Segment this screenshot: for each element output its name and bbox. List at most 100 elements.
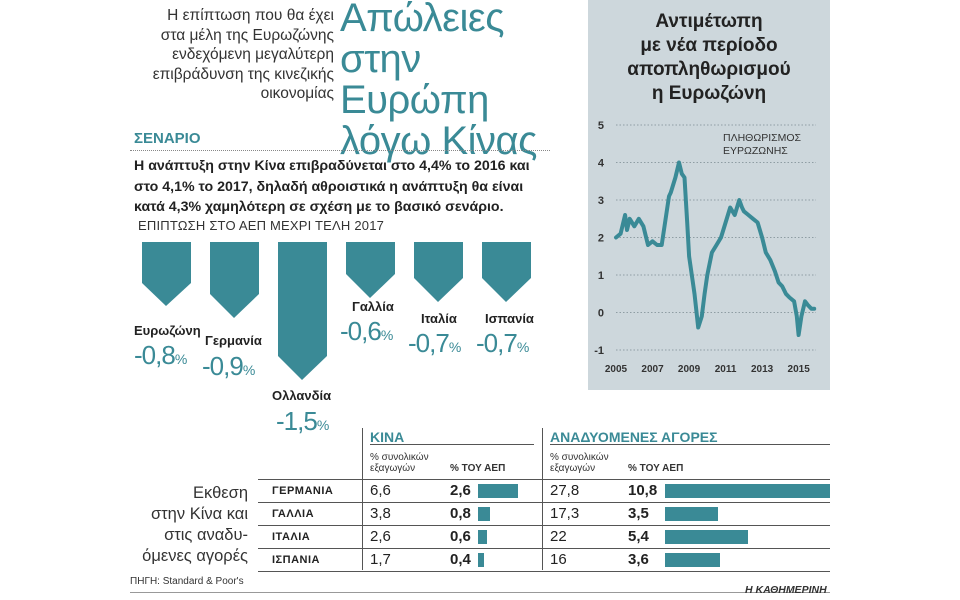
y-tick-label: 3 [598,195,604,207]
row-rule [258,525,830,526]
country-label-italy: Ιταλία [421,311,457,326]
em-title-rule [550,444,830,445]
legend-line-1: ΠΛΗΘΩΡΙΣΜΟΣ [723,132,802,144]
china-gdp-bar [478,553,485,567]
country-label-germany: Γερμανία [205,333,262,348]
arrow-germany [210,242,259,318]
exposure-label-line: όμενες αγορές [142,547,248,565]
em-gdp-cell: 3,6 [628,551,649,568]
china-gdp-head: % ΤΟΥ ΑΕΠ [450,463,506,474]
source-note: ΠΗΓΗ: Standard & Poor's [130,576,244,587]
em-gdp-head: % ΤΟΥ ΑΕΠ [628,463,684,474]
china-share-head: % συνολικών εξαγωγών [370,452,429,474]
row-country: ΙΤΑΛΙΑ [272,531,311,543]
x-tick-label: 2011 [715,364,737,375]
em-gdp-cell: 5,4 [628,528,649,545]
pct-france: -0,6% [340,316,394,346]
headline-line: Απώλειες [340,0,505,40]
y-tick-label: 1 [598,270,604,282]
country-label-eurozone: Ευρωζώνη [134,323,201,338]
inflation-title: Αντιμέτωπη με νέα περίοδο αποπληθωρισμού… [588,10,830,106]
em-share-cell: 22 [550,528,567,545]
em-share-cell: 27,8 [550,482,580,499]
inflation-series-line [614,160,817,337]
em-gdp-bar [665,553,720,567]
china-share-cell: 2,6 [370,528,391,545]
y-tick-label: 2 [598,233,604,245]
pct-germany: -0,9% [202,351,256,381]
exposure-label: Εκθεση στην Κίνα και στις αναδυ- όμενες … [130,483,248,567]
intro-line: επιβράδυνση της κινεζικής [152,65,334,83]
country-label-spain: Ισπανία [485,311,534,326]
em-gdp-bar [665,530,748,544]
row-country: ΙΣΠΑΝΙΑ [272,554,320,566]
row-country: ΓΕΡΜΑΝΙΑ [272,485,334,497]
headline-line: στην Ευρώπη [340,37,489,122]
brand-name: Η ΚΑΘΗΜΕΡΙΝΗ [745,584,827,596]
col-head-line: % συνολικών [370,452,429,463]
inflation-title-line: αποπληθωρισμού [627,59,791,80]
x-tick-label: 2009 [678,364,701,375]
scenario-title: ΣΕΝΑΡΙΟ [134,130,201,147]
em-section-title: ΑΝΑΔΥΟΜΕΝΕΣ ΑΓΟΡΕΣ [550,429,718,445]
arrow-eurozone [142,242,191,306]
exposure-label-line: Εκθεση [193,484,248,502]
col-head-line: εξαγωγών [550,463,596,474]
china-gdp-cell: 0,4 [450,551,471,568]
arrow-netherlands [278,242,327,380]
intro-line: οικονομίας [260,85,334,102]
em-gdp-cell: 10,8 [628,482,658,499]
impact-title: ΕΠΙΠΤΩΣΗ ΣΤΟ ΑΕΠ ΜΕΧΡΙ ΤΕΛΗ 2017 [138,218,385,233]
x-tick-label: 2007 [641,364,664,375]
headline: Απώλειες στην Ευρώπη λόγω Κίνας [340,0,580,162]
em-share-head: % συνολικών εξαγωγών [550,452,609,474]
inflation-title-line: με νέα περίοδο [640,35,778,56]
china-section-title: ΚΙΝΑ [370,429,405,445]
exposure-label-line: στην Κίνα και [150,505,248,523]
intro-text: Η επίπτωση που θα έχει στα μέλη της Ευρω… [110,6,334,104]
arrow-italy [414,242,463,302]
pct-netherlands: -1,5% [276,406,330,436]
row-country: ΓΑΛΛΙΑ [272,508,315,520]
y-tick-label: 4 [598,158,605,170]
y-tick-label: -1 [594,345,604,357]
china-gdp-cell: 0,6 [450,528,471,545]
row-rule [258,479,830,480]
pct-eurozone: -0,8% [134,340,188,370]
inflation-title-line: η Ευρωζώνη [651,83,767,104]
intro-line: στα μέλη της Ευρωζώνης [160,26,334,44]
row-rule [258,548,830,549]
intro-line: Η επίπτωση που θα έχει [167,7,334,24]
inflation-panel [588,0,830,390]
china-gdp-bar [478,484,518,498]
inflation-chart: 5 4 3 2 1 0 -1 2005 2007 2009 2011 2013 2015 ΠΛΗΘΩΡ… [594,120,817,375]
x-tick-label: 2013 [751,364,774,375]
arrow-spain [482,242,531,302]
em-gdp-bar [665,484,830,498]
bottom-rule [130,592,830,593]
china-gdp-bar [478,507,491,521]
exposure-label-line: στις αναδυ- [164,526,248,544]
impact-arrows [142,242,531,380]
em-gdp-bar [665,507,719,521]
pct-spain: -0,7% [476,328,530,358]
em-share-cell: 17,3 [550,505,580,522]
scenario-text: Η ανάπτυξη στην Κίνα επιβραδύνεται στο 4… [134,158,530,215]
china-title-rule [370,444,534,445]
china-share-cell: 6,6 [370,482,391,499]
x-tick-label: 2005 [605,364,628,375]
pct-italy: -0,7% [408,328,462,358]
y-tick-label: 0 [598,308,604,320]
table-divider-china [362,428,363,570]
row-rule [258,502,830,503]
china-gdp-bar [478,530,488,544]
china-gdp-cell: 0,8 [450,505,471,522]
china-gdp-cell: 2,6 [450,482,471,499]
col-head-line: εξαγωγών [370,463,416,474]
em-share-cell: 16 [550,551,567,568]
row-rule [258,571,830,572]
country-label-france: Γαλλία [352,299,394,314]
china-share-cell: 3,8 [370,505,391,522]
china-share-cell: 1,7 [370,551,391,568]
inflation-title-line: Αντιμέτωπη [655,11,763,32]
